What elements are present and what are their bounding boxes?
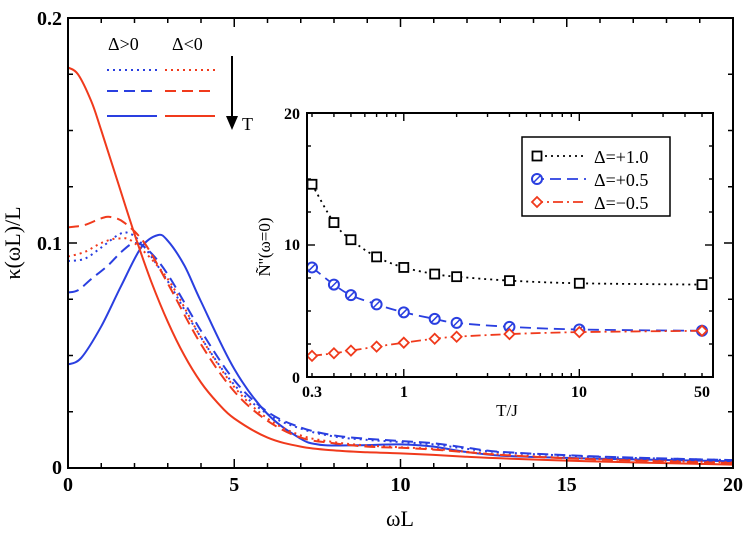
circle-marker-slash	[399, 308, 408, 317]
inset-tick-marks	[307, 112, 713, 378]
square-marker	[504, 275, 515, 287]
inset-legend-samples	[530, 150, 586, 209]
diamond-marker	[450, 330, 463, 344]
square-marker	[696, 279, 708, 291]
inset-x-tick-label: 50	[694, 384, 710, 401]
inset-y-tick-labels: 0 10 20	[284, 106, 300, 387]
circle-marker-slash	[532, 174, 542, 184]
inset-x-tick-label: 10	[571, 384, 587, 401]
circle-marker-slash	[329, 280, 338, 289]
diamond-marker	[397, 336, 411, 349]
square-marker	[531, 150, 543, 162]
series-line	[311, 329, 703, 357]
square-marker	[398, 262, 410, 273]
main-chart: 0 5 10 15 20 0 0.1 0.2 ωL κ(ωL)/L Δ>0 Δ<…	[0, 8, 743, 531]
inset-legend-label: Δ=+0.5	[594, 170, 648, 190]
square-marker	[429, 268, 441, 280]
main-x-tick-label: 20	[723, 474, 743, 496]
diamond-marker	[573, 325, 586, 339]
circle-marker-slash	[452, 318, 461, 327]
inset-legend-label: Δ=+1.0	[594, 147, 648, 167]
series-line	[68, 241, 733, 462]
circle-marker-slash	[307, 263, 317, 272]
main-y-axis-label: κ(ωL)/L	[0, 206, 25, 279]
series-line	[68, 215, 733, 465]
circle-marker-slash	[430, 314, 439, 323]
inset-y-tick-label: 10	[284, 237, 300, 254]
main-x-tick-label: 5	[229, 474, 239, 496]
main-plot-lines	[68, 66, 733, 466]
main-y-tick-label: 0.2	[37, 8, 62, 30]
legend-header-negative: Δ<0	[172, 34, 203, 54]
square-marker	[451, 271, 463, 283]
inset-x-tick-label: 1	[400, 384, 408, 401]
diamond-marker	[695, 324, 709, 338]
main-y-tick-labels: 0 0.1 0.2	[37, 8, 62, 479]
main-y-tick-label: 0	[52, 457, 62, 479]
series-line	[68, 66, 733, 466]
square-marker	[573, 277, 585, 289]
circle-marker-slash	[505, 322, 514, 331]
main-tick-marks	[67, 17, 734, 469]
inset-legend-label: Δ=−0.5	[594, 193, 648, 213]
inset-legend: Δ=+1.0 Δ=+0.5 Δ=−0.5	[521, 136, 671, 217]
circle-marker-slash	[372, 300, 381, 309]
inset-x-tick-labels: 0.3 1 10 50	[302, 384, 710, 401]
inset-legend-box	[521, 136, 671, 217]
inset-x-tick-label: 0.3	[302, 384, 322, 401]
diamond-marker	[305, 349, 319, 363]
main-x-axis-label: ωL	[386, 506, 414, 531]
diamond-marker	[344, 344, 358, 357]
square-marker	[306, 178, 318, 190]
inset-x-axis-label: T/J	[496, 401, 518, 420]
main-legend: Δ>0 Δ<0 T	[107, 34, 253, 134]
inset-y-tick-label: 0	[292, 370, 300, 387]
diamond-marker	[428, 332, 441, 345]
inset-y-axis-label: Ñ''(ω=0)	[255, 217, 274, 276]
legend-header-positive: Δ>0	[108, 34, 139, 54]
arrow-head-icon	[226, 116, 238, 130]
diamond-marker	[503, 327, 516, 341]
circle-marker-slash	[346, 291, 355, 300]
main-x-tick-label: 10	[391, 474, 411, 496]
inset-chart: 0.3 1 10 50 0 10 20 T/J Ñ''(ω=0) Δ=+1.0 …	[255, 106, 714, 420]
legend-arrow-label: T	[242, 114, 253, 134]
diamond-marker	[327, 346, 341, 360]
square-marker	[371, 251, 382, 263]
square-marker	[328, 217, 340, 228]
diamond-marker	[530, 195, 544, 209]
main-x-tick-label: 0	[63, 474, 73, 496]
main-y-tick-label: 0.1	[37, 233, 62, 255]
square-marker	[345, 234, 357, 246]
main-x-tick-labels: 0 5 10 15 20	[63, 474, 743, 496]
diamond-marker	[370, 340, 383, 353]
main-x-tick-label: 15	[557, 474, 577, 496]
inset-markers	[305, 178, 709, 363]
inset-y-tick-label: 20	[284, 106, 300, 123]
